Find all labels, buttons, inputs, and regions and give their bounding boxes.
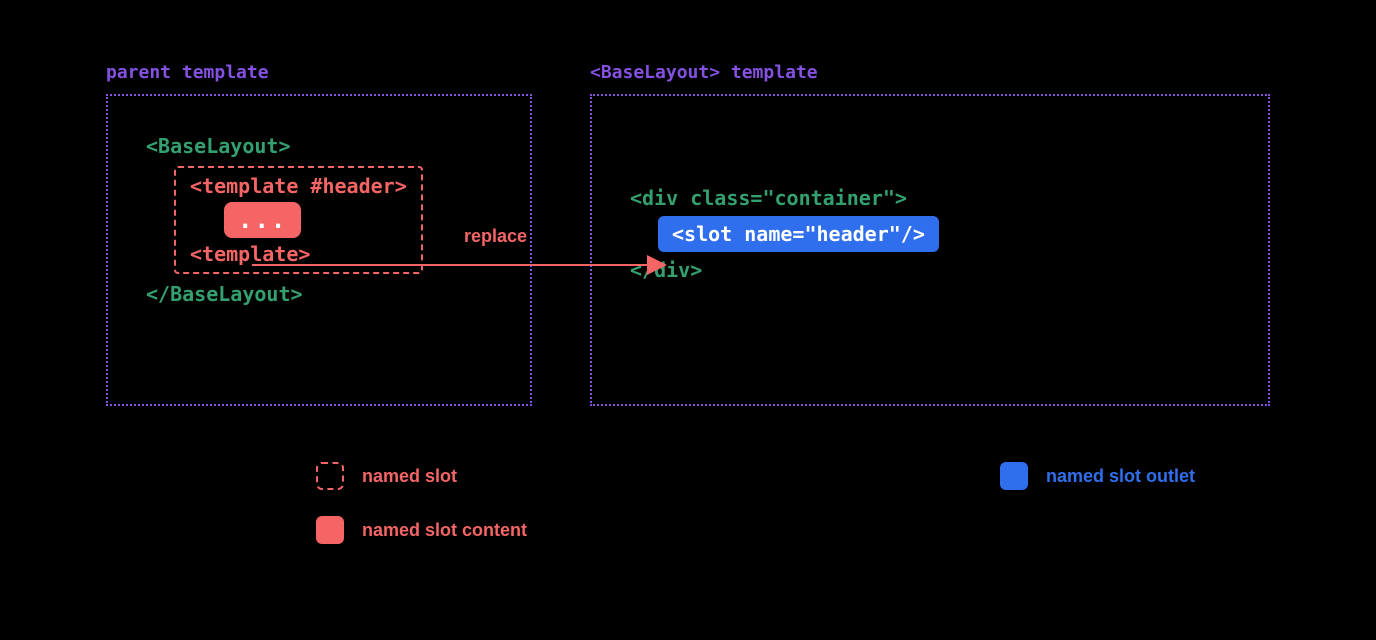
baselayout-open-tag: <BaseLayout> xyxy=(146,134,492,158)
left-panel: <BaseLayout> <template #header> ... <tem… xyxy=(106,94,532,406)
legend-text-named-slot-content: named slot content xyxy=(362,520,527,541)
baselayout-close-tag: </BaseLayout> xyxy=(146,282,492,306)
left-panel-label: parent template xyxy=(106,62,269,83)
legend-text-named-slot: named slot xyxy=(362,466,457,487)
template-close-tag: <template> xyxy=(190,242,407,266)
div-close-tag: </div> xyxy=(630,258,1230,282)
legend-named-slot-outlet: named slot outlet xyxy=(1000,462,1195,490)
legend-text-named-slot-outlet: named slot outlet xyxy=(1046,466,1195,487)
right-panel-label: <BaseLayout> template xyxy=(590,62,818,83)
named-slot-box: <template #header> ... <template> xyxy=(174,166,423,274)
slot-outlet: <slot name="header"/> xyxy=(658,216,939,252)
legend-named-slot-content: named slot content xyxy=(316,516,527,544)
legend-named-slot: named slot xyxy=(316,462,457,490)
legend-icon-dotted xyxy=(316,462,344,490)
legend-icon-solid-red xyxy=(316,516,344,544)
right-panel: <div class="container"> <slot name="head… xyxy=(590,94,1270,406)
slot-content-block: ... xyxy=(224,202,301,238)
div-open-tag: <div class="container"> xyxy=(630,186,1230,210)
legend-icon-solid-blue xyxy=(1000,462,1028,490)
replace-label: replace xyxy=(464,226,527,247)
template-open-tag: <template #header> xyxy=(190,174,407,198)
